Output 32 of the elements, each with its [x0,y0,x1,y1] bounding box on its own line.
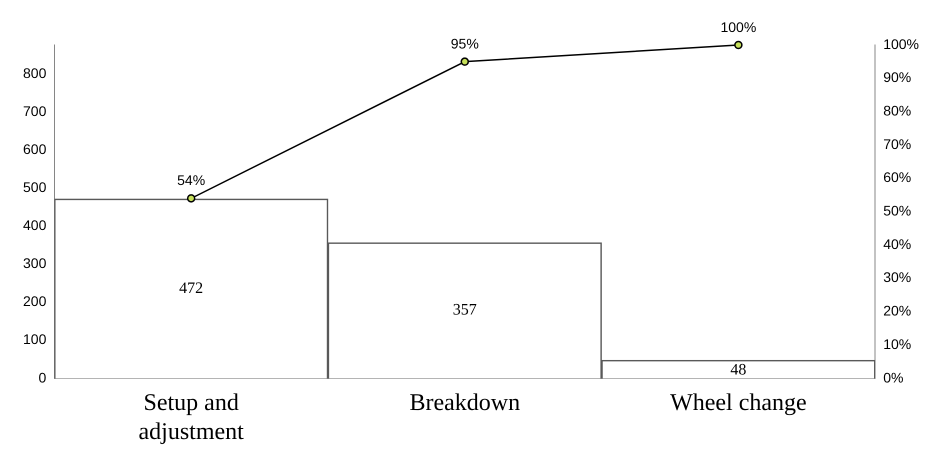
y-tick-label: 200 [23,293,47,310]
data-label: 472 [179,280,204,297]
y-tick-label: 100 [23,331,47,348]
y2-tick-label: 40% [883,236,912,252]
y-tick-label: 0 [38,369,47,386]
data-label: 357 [452,302,477,319]
x-tick-label: Wheel change [670,390,807,416]
y2-tick-label: 10% [883,336,912,352]
y2-tick-label: 0% [883,369,904,386]
y-tick-label: 400 [23,217,47,234]
y2-tick-label: 100% [883,36,920,52]
data-label: 95% [450,36,479,52]
y2-tick-label: 60% [883,169,912,186]
x-tick-label: Setup and adjustment [138,390,244,445]
y2-tick-label: 30% [883,269,912,286]
x-tick-label: Breakdown [409,390,520,416]
y-tick-label: 600 [23,141,47,158]
y-tick-label: 800 [23,65,47,82]
y2-tick-label: 20% [883,302,912,319]
y-tick-label: 500 [23,179,47,196]
y2-tick-label: 90% [883,69,912,86]
y-tick-label: 300 [23,255,47,272]
data-label: 48 [730,361,746,378]
y2-tick-label: 80% [883,102,912,119]
point [460,57,470,66]
y2-tick-label: 70% [883,136,912,152]
data-label: 100% [720,18,756,35]
y-tick-label: 700 [23,103,47,120]
y2-tick-label: 50% [883,202,912,219]
point [734,40,743,50]
data-label: 54% [177,172,206,188]
point [186,194,196,203]
